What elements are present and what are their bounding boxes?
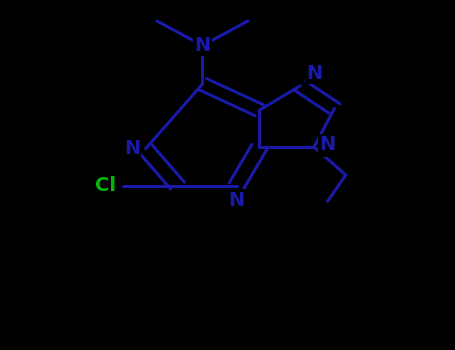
- Text: N: N: [306, 64, 322, 83]
- Text: N: N: [124, 139, 140, 158]
- Text: N: N: [319, 135, 336, 154]
- Text: N: N: [321, 138, 337, 156]
- Text: N: N: [228, 191, 245, 210]
- Text: N: N: [194, 36, 211, 55]
- Text: Cl: Cl: [95, 176, 116, 195]
